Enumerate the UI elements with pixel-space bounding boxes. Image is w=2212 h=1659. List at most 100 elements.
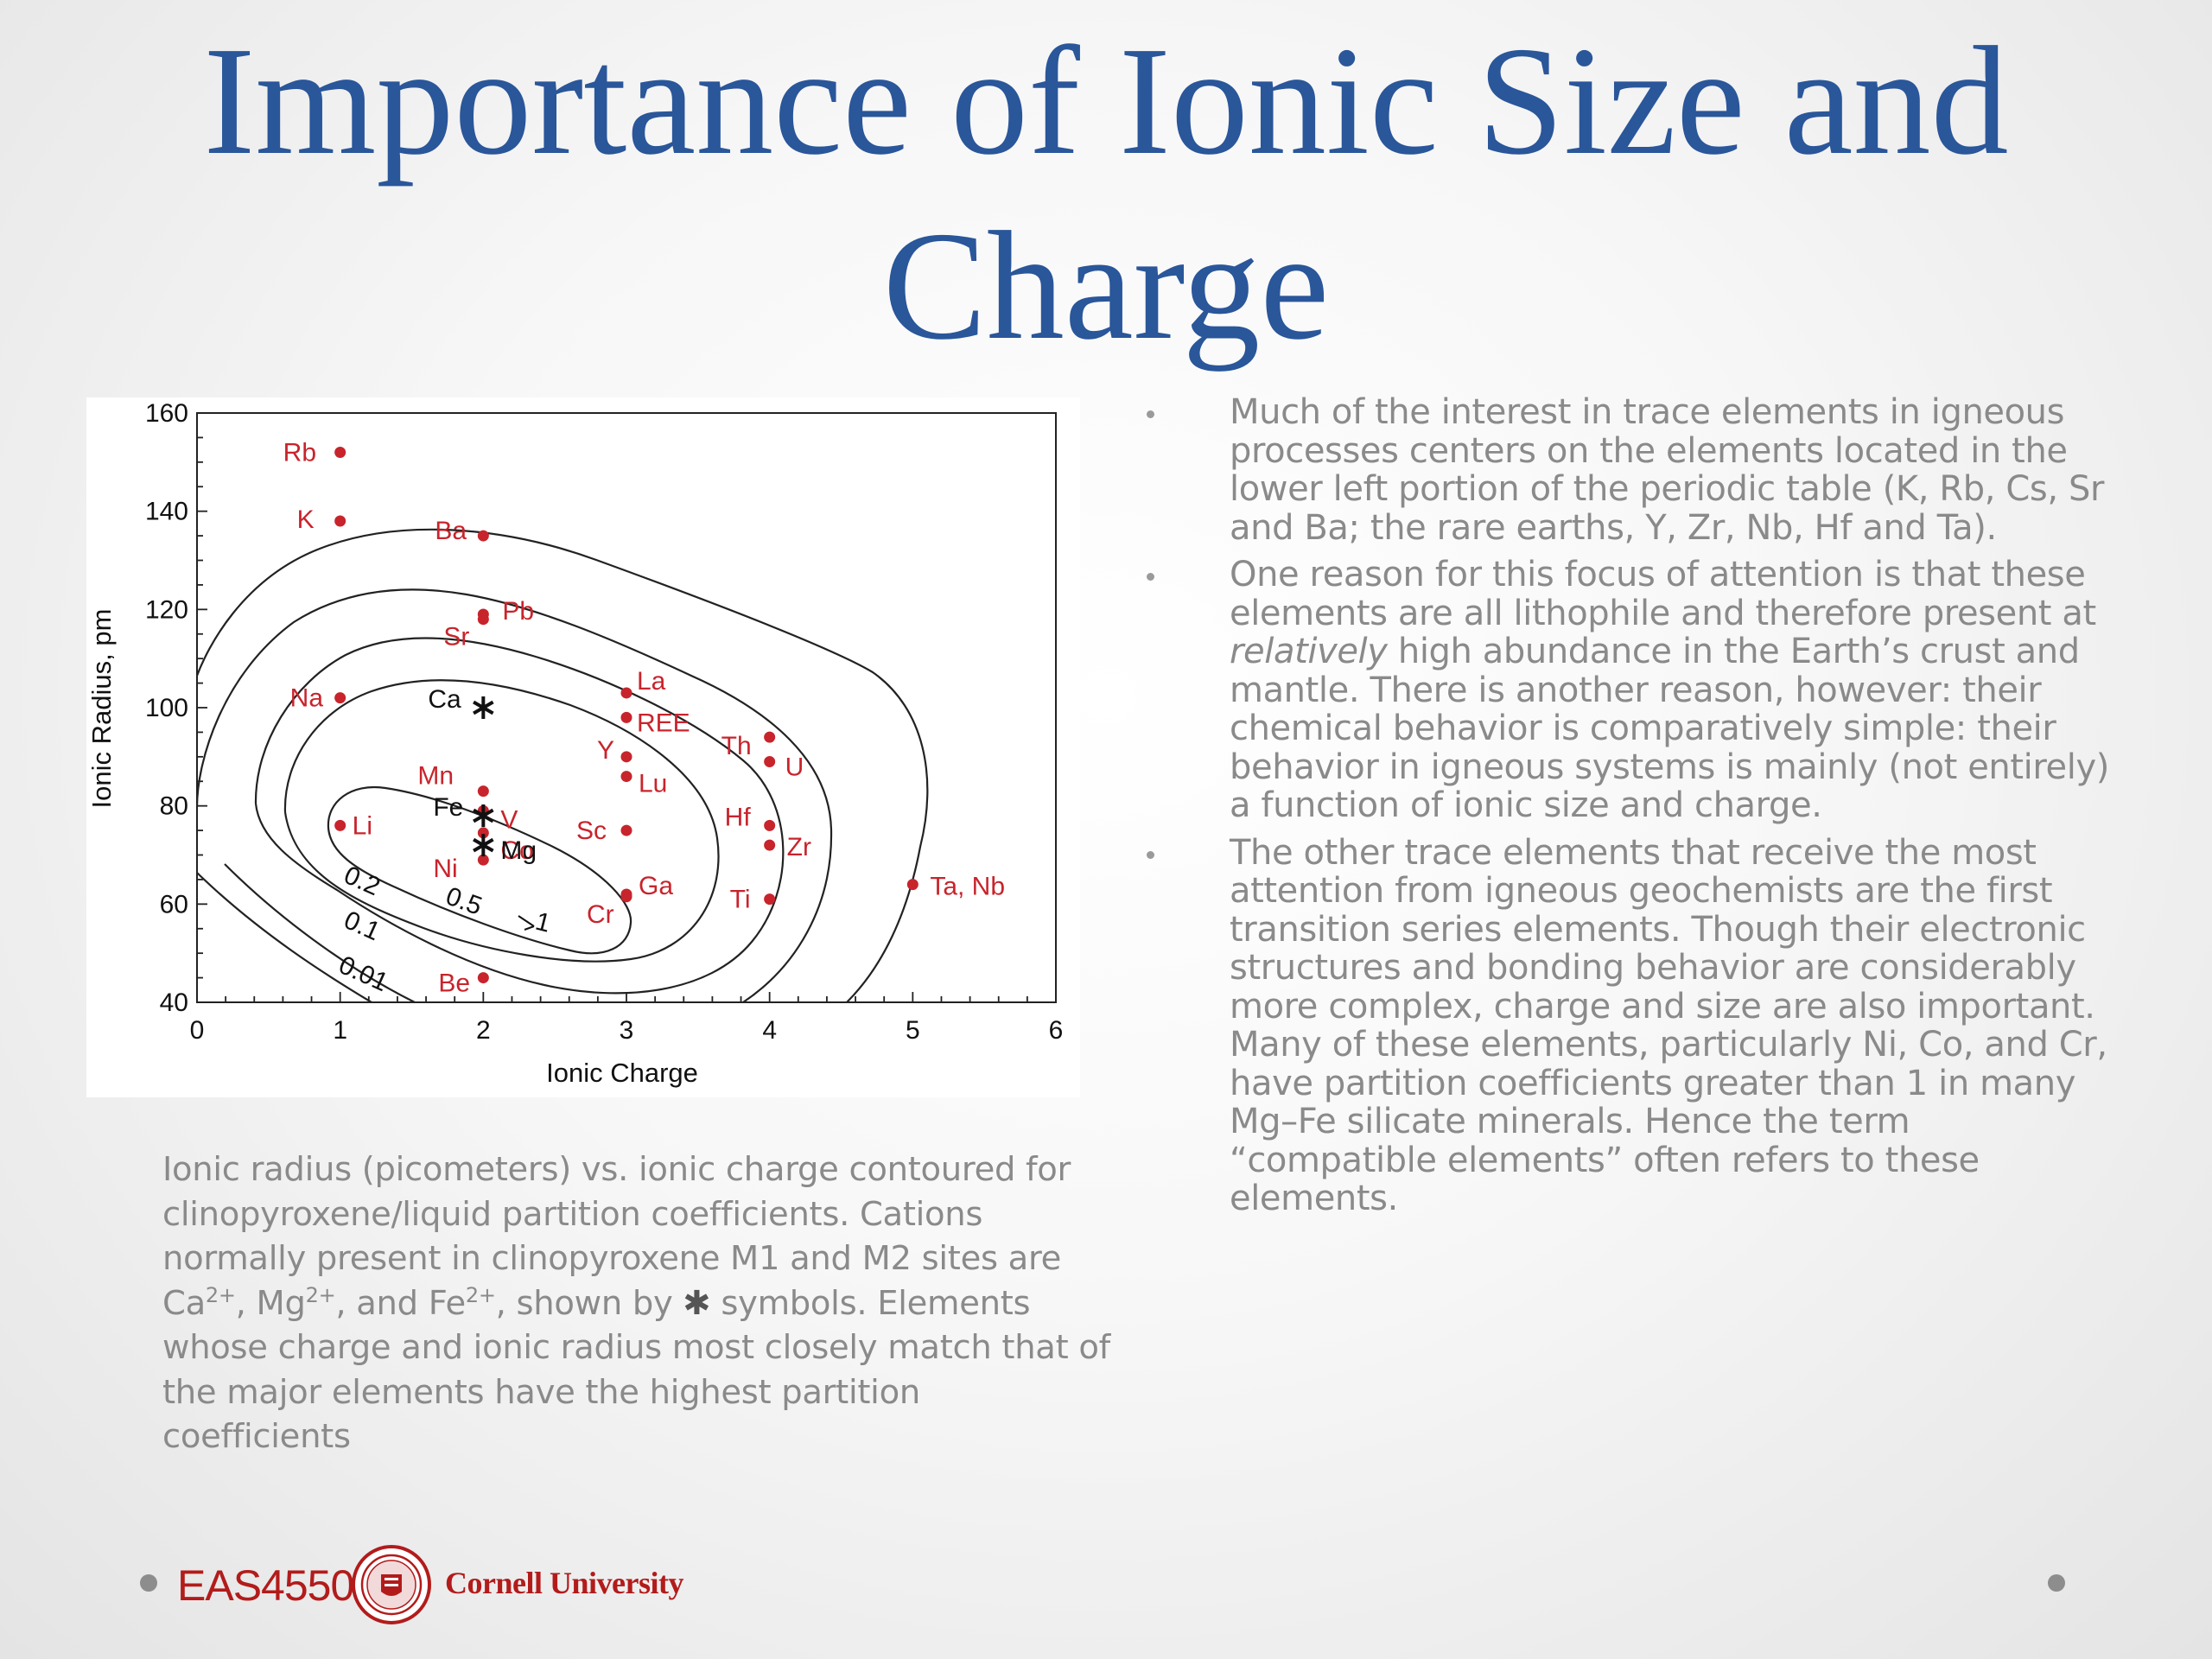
point-label: Pb	[502, 597, 534, 626]
caption-text: , shown by	[495, 1283, 683, 1323]
point-label: Zr	[787, 833, 811, 861]
partition-coefficient-chart: 0 1 2 3 4 5 6 40 60 80 100 120 140 160 Ionic Charge I…	[86, 399, 1063, 1088]
point-label: Be	[438, 969, 470, 998]
point-label: Ni	[433, 855, 457, 883]
point-label: Co	[500, 836, 533, 865]
caption-text: , Mg	[235, 1283, 306, 1323]
university-name: Cornell University	[445, 1566, 683, 1600]
data-point-li	[334, 819, 346, 831]
point-label: U	[785, 753, 804, 782]
contour-lines	[197, 528, 929, 1002]
y-tick-label: 120	[145, 595, 188, 624]
y-tick-label: 100	[145, 694, 188, 722]
bullet-item: The other trace elements that receive th…	[1128, 833, 2113, 1218]
asterisk-marker-ca	[473, 696, 494, 719]
bullet-text: Much of the interest in trace elements i…	[1230, 392, 2105, 548]
point-label: REE	[637, 709, 690, 737]
bullet-list: Much of the interest in trace elements i…	[1128, 393, 2113, 1227]
point-label: Sr	[443, 623, 469, 652]
asterisk-marker-fe	[473, 804, 494, 828]
point-label: Hf	[725, 803, 752, 831]
point-label: K	[297, 505, 315, 534]
y-axis-label: Ionic Radius, pm	[86, 609, 117, 809]
contour-line-0.2	[254, 637, 785, 995]
bullet-dot-icon	[1147, 410, 1154, 418]
x-tick-label: 4	[762, 1016, 777, 1045]
y-tick-label: 40	[160, 988, 188, 1017]
data-point-zr	[764, 839, 776, 851]
data-point-sr	[477, 613, 489, 626]
point-label: Sc	[576, 817, 607, 845]
axis-tick-labels: 0 1 2 3 4 5 6 40 60 80 100 120 140 160	[145, 399, 1063, 1045]
y-tick-label: 60	[160, 890, 188, 918]
bullet-text: One reason for this focus of attention i…	[1230, 555, 2096, 633]
data-point-cr	[620, 891, 632, 903]
caption-text: Ionic radius (picometers) vs. ionic char…	[162, 1150, 1071, 1323]
data-point-y	[620, 751, 632, 763]
superscript: 2+	[465, 1282, 496, 1307]
point-label: Fe	[433, 793, 463, 822]
figure-caption: Ionic radius (picometers) vs. ionic char…	[162, 1147, 1113, 1459]
asterisk-marker-mg	[473, 834, 494, 857]
plot-frame	[196, 412, 1057, 1003]
data-point-th	[764, 731, 776, 743]
y-tick-label: 160	[145, 399, 188, 428]
footer-dot-icon	[2048, 1574, 2065, 1592]
data-point-ta-nb	[906, 879, 918, 891]
point-label: Li	[353, 811, 372, 840]
contour-label: 0.5	[442, 882, 486, 921]
footer-dot-icon	[140, 1574, 157, 1592]
contour-line-0.5	[283, 679, 720, 963]
data-point-be	[477, 972, 489, 984]
point-label: Ga	[639, 872, 673, 900]
course-code: EAS4550	[177, 1561, 354, 1610]
point-label: Ta, Nb	[930, 873, 1005, 901]
bullet-item: One reason for this focus of attention i…	[1128, 556, 2113, 825]
cornell-seal-icon	[352, 1545, 431, 1624]
data-point-na	[334, 692, 346, 704]
data-point-ni	[477, 854, 489, 866]
point-label: La	[637, 667, 666, 696]
contour-arrow-icon	[518, 915, 535, 931]
caption-text: symbols. Elements whose charge and ionic…	[162, 1283, 1110, 1457]
point-label: Ba	[435, 517, 467, 545]
x-axis-label: Ionic Charge	[546, 1058, 698, 1088]
data-point-rb	[334, 446, 346, 458]
bullet-text: high abundance in the Earth’s crust and …	[1230, 632, 2109, 825]
data-point-hf	[764, 819, 776, 831]
superscript: 2+	[305, 1282, 336, 1307]
point-label: Rb	[283, 438, 316, 467]
data-point-la	[620, 687, 632, 699]
point-label: V	[500, 805, 518, 834]
plot-axes	[196, 412, 1057, 1003]
bullet-dot-icon	[1147, 850, 1154, 859]
point-label: Y	[597, 736, 614, 765]
data-point-ree	[620, 711, 632, 723]
point-label: Th	[721, 732, 752, 760]
contour-label: 0.1	[340, 906, 385, 946]
bullet-dot-icon	[1147, 573, 1154, 581]
point-label: Mg	[500, 836, 537, 865]
point-label: Ti	[730, 886, 751, 914]
data-point-co	[477, 827, 489, 839]
caption-text: , and Fe	[335, 1283, 466, 1323]
point-label: Mn	[417, 762, 454, 791]
point-label: Lu	[639, 770, 667, 798]
data-point-ba	[477, 530, 489, 542]
x-tick-label: 6	[1049, 1016, 1064, 1045]
asterisk-icon: ✱	[683, 1283, 711, 1323]
bullet-item: Much of the interest in trace elements i…	[1128, 393, 2113, 547]
x-tick-label: 5	[906, 1016, 920, 1045]
data-point-sc	[620, 824, 632, 836]
point-label: Cr	[587, 900, 614, 929]
axis-ticks	[196, 412, 1057, 1003]
contour-label: 0.01	[334, 950, 392, 997]
slide-title: Importance of Ionic Size and Charge	[203, 15, 2009, 372]
data-points: Rb K Na Li Ba Pb Sr Mn VCo Ni Be La REE Y Lu Sc Ga Cr Th U H…	[283, 438, 1005, 997]
chart-panel: 0 1 2 3 4 5 6 40 60 80 100 120 140 160 Ionic Charge I…	[86, 397, 1080, 1097]
point-label: Na	[290, 684, 324, 713]
data-point-k	[334, 515, 346, 527]
y-tick-label: 80	[160, 792, 188, 821]
data-point-ti	[764, 893, 776, 906]
y-tick-label: 140	[145, 498, 188, 526]
